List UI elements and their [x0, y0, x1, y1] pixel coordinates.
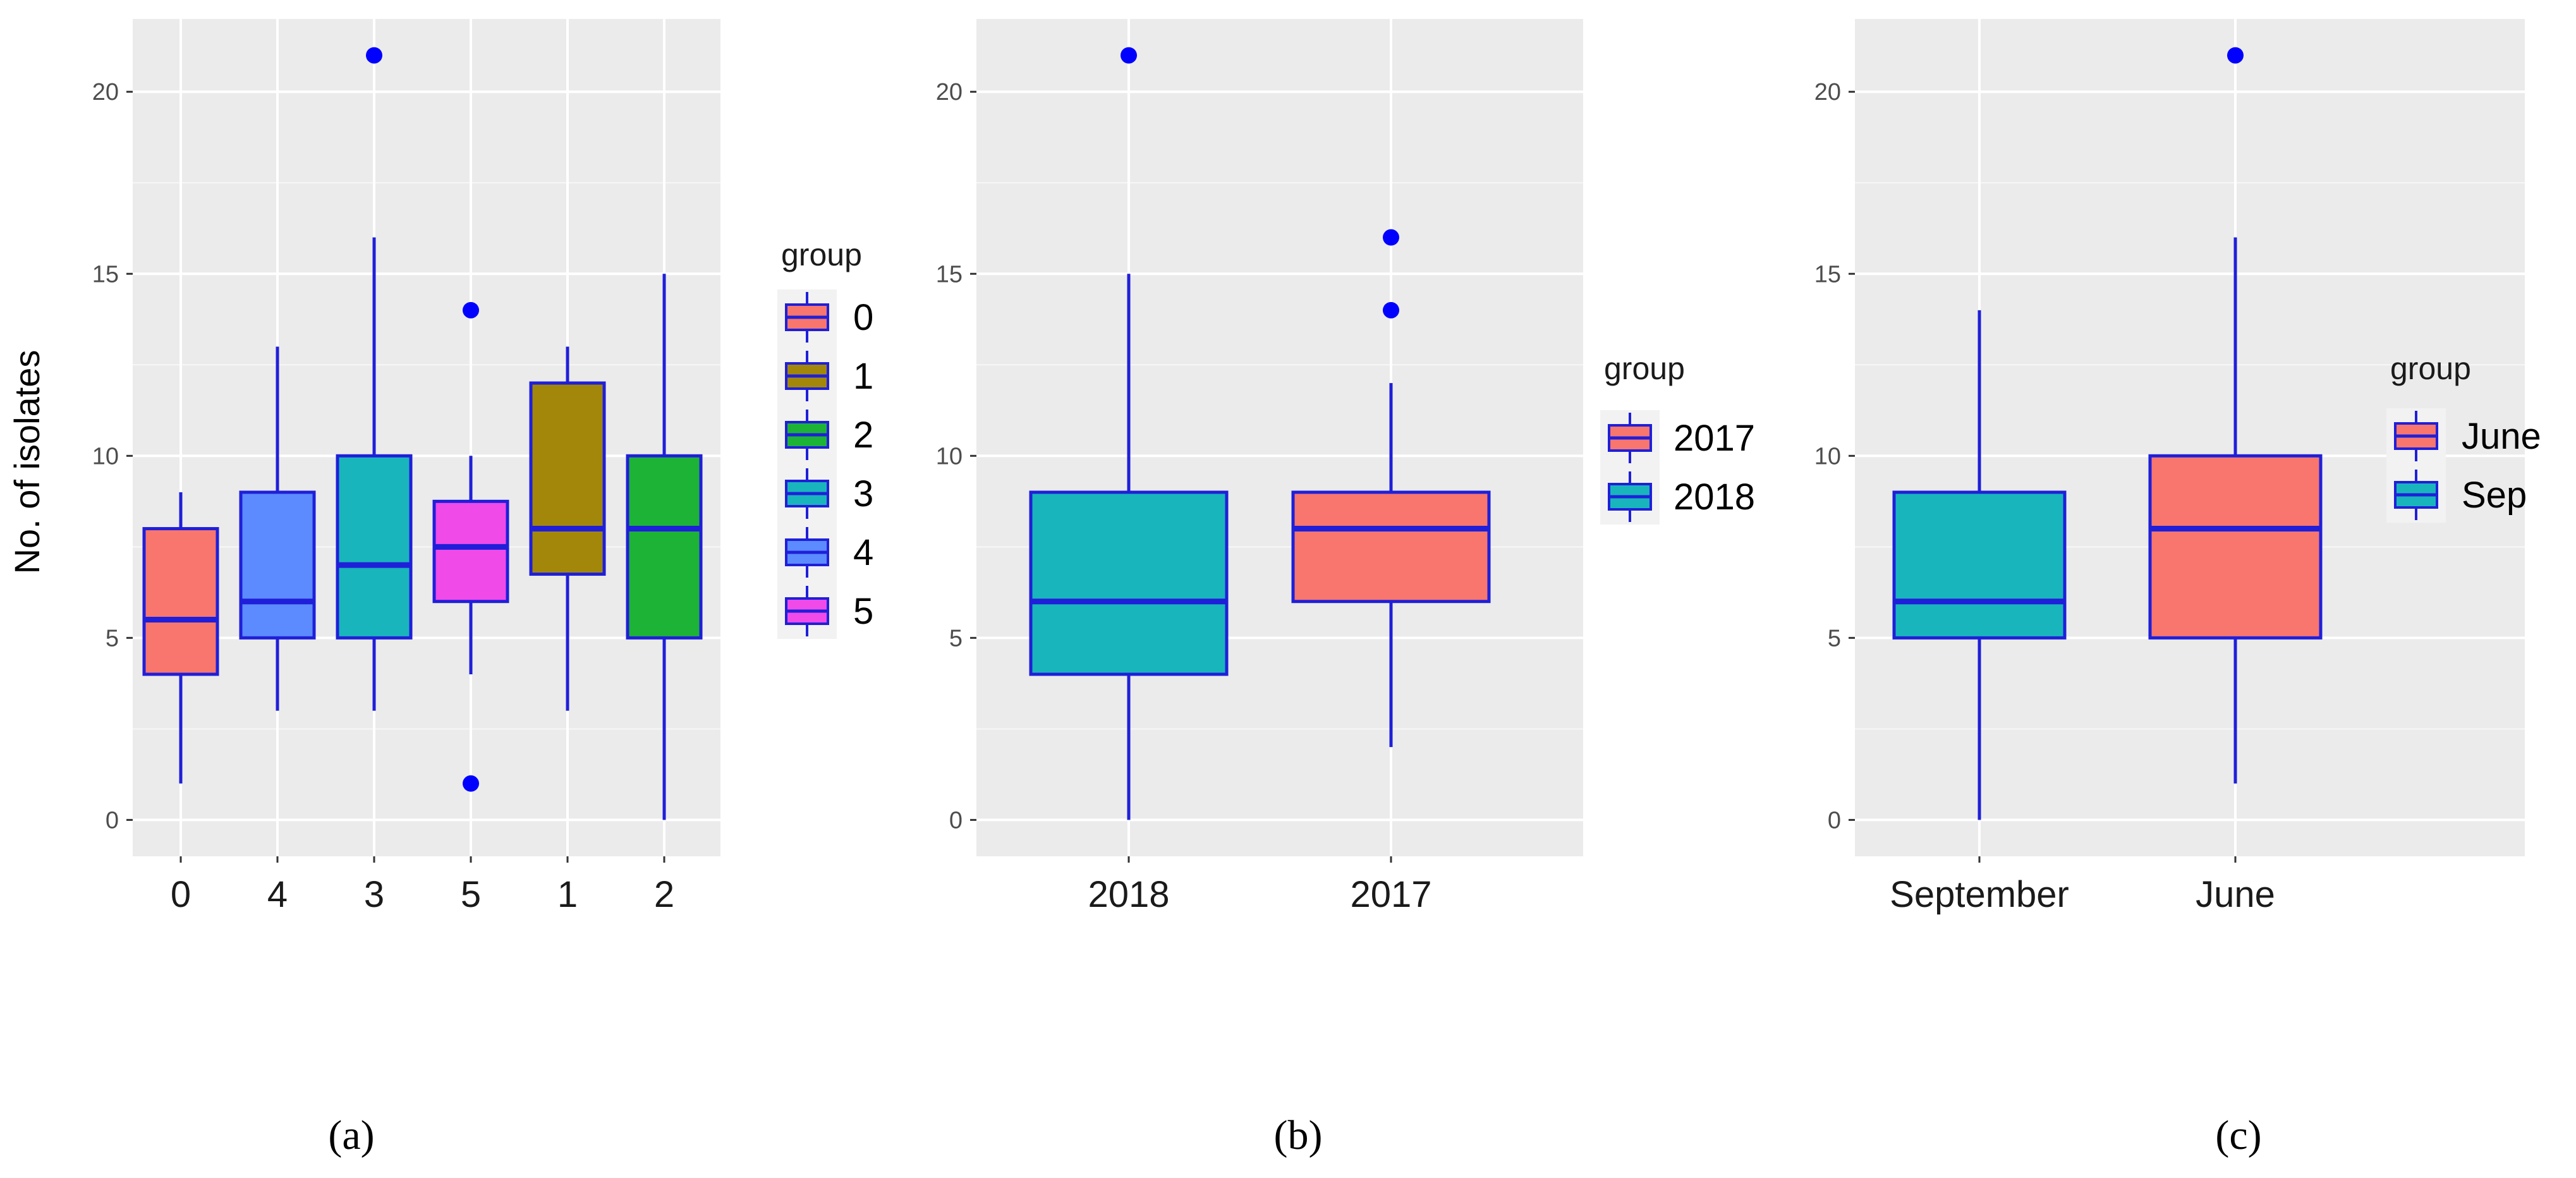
- legend-label: Sep: [2462, 475, 2527, 516]
- x-tick-label: 3: [364, 874, 384, 915]
- box-2: [626, 454, 703, 640]
- y-tick-label: 15: [1814, 261, 1841, 288]
- y-tick-label: 0: [949, 807, 963, 834]
- outlier-point: [463, 775, 479, 792]
- x-tick-label: June: [2196, 874, 2275, 915]
- y-tick-label: 5: [949, 625, 963, 652]
- x-tick-label: 2018: [1088, 874, 1169, 915]
- y-tick-label: 10: [1814, 443, 1841, 470]
- outlier-point: [2227, 47, 2244, 64]
- y-tick-label: 15: [936, 261, 963, 288]
- plot-background: [976, 19, 1583, 856]
- box-5: [432, 499, 509, 604]
- box-1: [529, 381, 606, 576]
- legend-key-background: [777, 289, 837, 639]
- outlier-point: [1383, 301, 1399, 319]
- y-tick-label: 5: [106, 625, 119, 652]
- x-tick-label: 1: [557, 874, 578, 915]
- y-tick-label: 20: [92, 79, 119, 106]
- caption-c: (c): [2215, 1112, 2261, 1158]
- legend-title: group: [781, 237, 862, 272]
- legend-label: 4: [853, 532, 873, 573]
- legend-label: 2018: [1674, 477, 1755, 518]
- box-2018: [1029, 490, 1229, 676]
- legend-label: 3: [853, 473, 873, 514]
- caption-b: (b): [1274, 1112, 1323, 1158]
- outlier-point: [1383, 229, 1399, 246]
- box-June: [2148, 454, 2323, 640]
- box-September: [1892, 490, 2067, 640]
- x-tick-label: 4: [267, 874, 288, 915]
- legend-label: 2017: [1674, 418, 1755, 459]
- chart-panel-b: 0 5 10 15 20 2018 2017 group 2017 2018: [936, 19, 1755, 915]
- y-tick-label: 10: [936, 443, 963, 470]
- x-tick-label: 2017: [1350, 874, 1431, 915]
- legend-label: 5: [853, 591, 873, 632]
- legend-label: 2: [853, 415, 873, 456]
- y-tick-label: 5: [1828, 625, 1841, 652]
- legend-title: group: [1604, 351, 1685, 386]
- chart-panel-c: 0 5 10 15 20 September June group June Sep: [1814, 19, 2541, 915]
- x-tick-label: 0: [171, 874, 191, 915]
- y-tick-label: 20: [936, 79, 963, 106]
- x-tick-label: September: [1890, 874, 2069, 915]
- box-4: [239, 490, 316, 640]
- caption-a: (a): [328, 1112, 374, 1158]
- plot-background: [133, 19, 720, 856]
- legend-label: 1: [853, 356, 873, 397]
- box-0: [142, 527, 219, 676]
- y-tick-label: 0: [106, 807, 119, 834]
- box-3: [336, 454, 413, 640]
- outlier-point: [366, 47, 382, 64]
- legend-title: group: [2390, 351, 2471, 386]
- y-tick-label: 15: [92, 261, 119, 288]
- outlier-point: [463, 301, 479, 319]
- legend-label: 0: [853, 297, 873, 338]
- outlier-point: [1121, 47, 1137, 64]
- box-2017: [1291, 490, 1491, 604]
- y-tick-label: 20: [1814, 79, 1841, 106]
- chart-panel-a: 0 5 10 15 20 0 4 3 5 1 2 group 0 1 2 3 4 5: [92, 19, 873, 915]
- y-tick-label: 10: [92, 443, 119, 470]
- legend-label: June: [2462, 416, 2541, 457]
- x-tick-label: 2: [654, 874, 674, 915]
- x-tick-label: 5: [461, 874, 481, 915]
- y-tick-label: 0: [1828, 807, 1841, 834]
- y-axis-title: No. of isolates: [7, 350, 47, 574]
